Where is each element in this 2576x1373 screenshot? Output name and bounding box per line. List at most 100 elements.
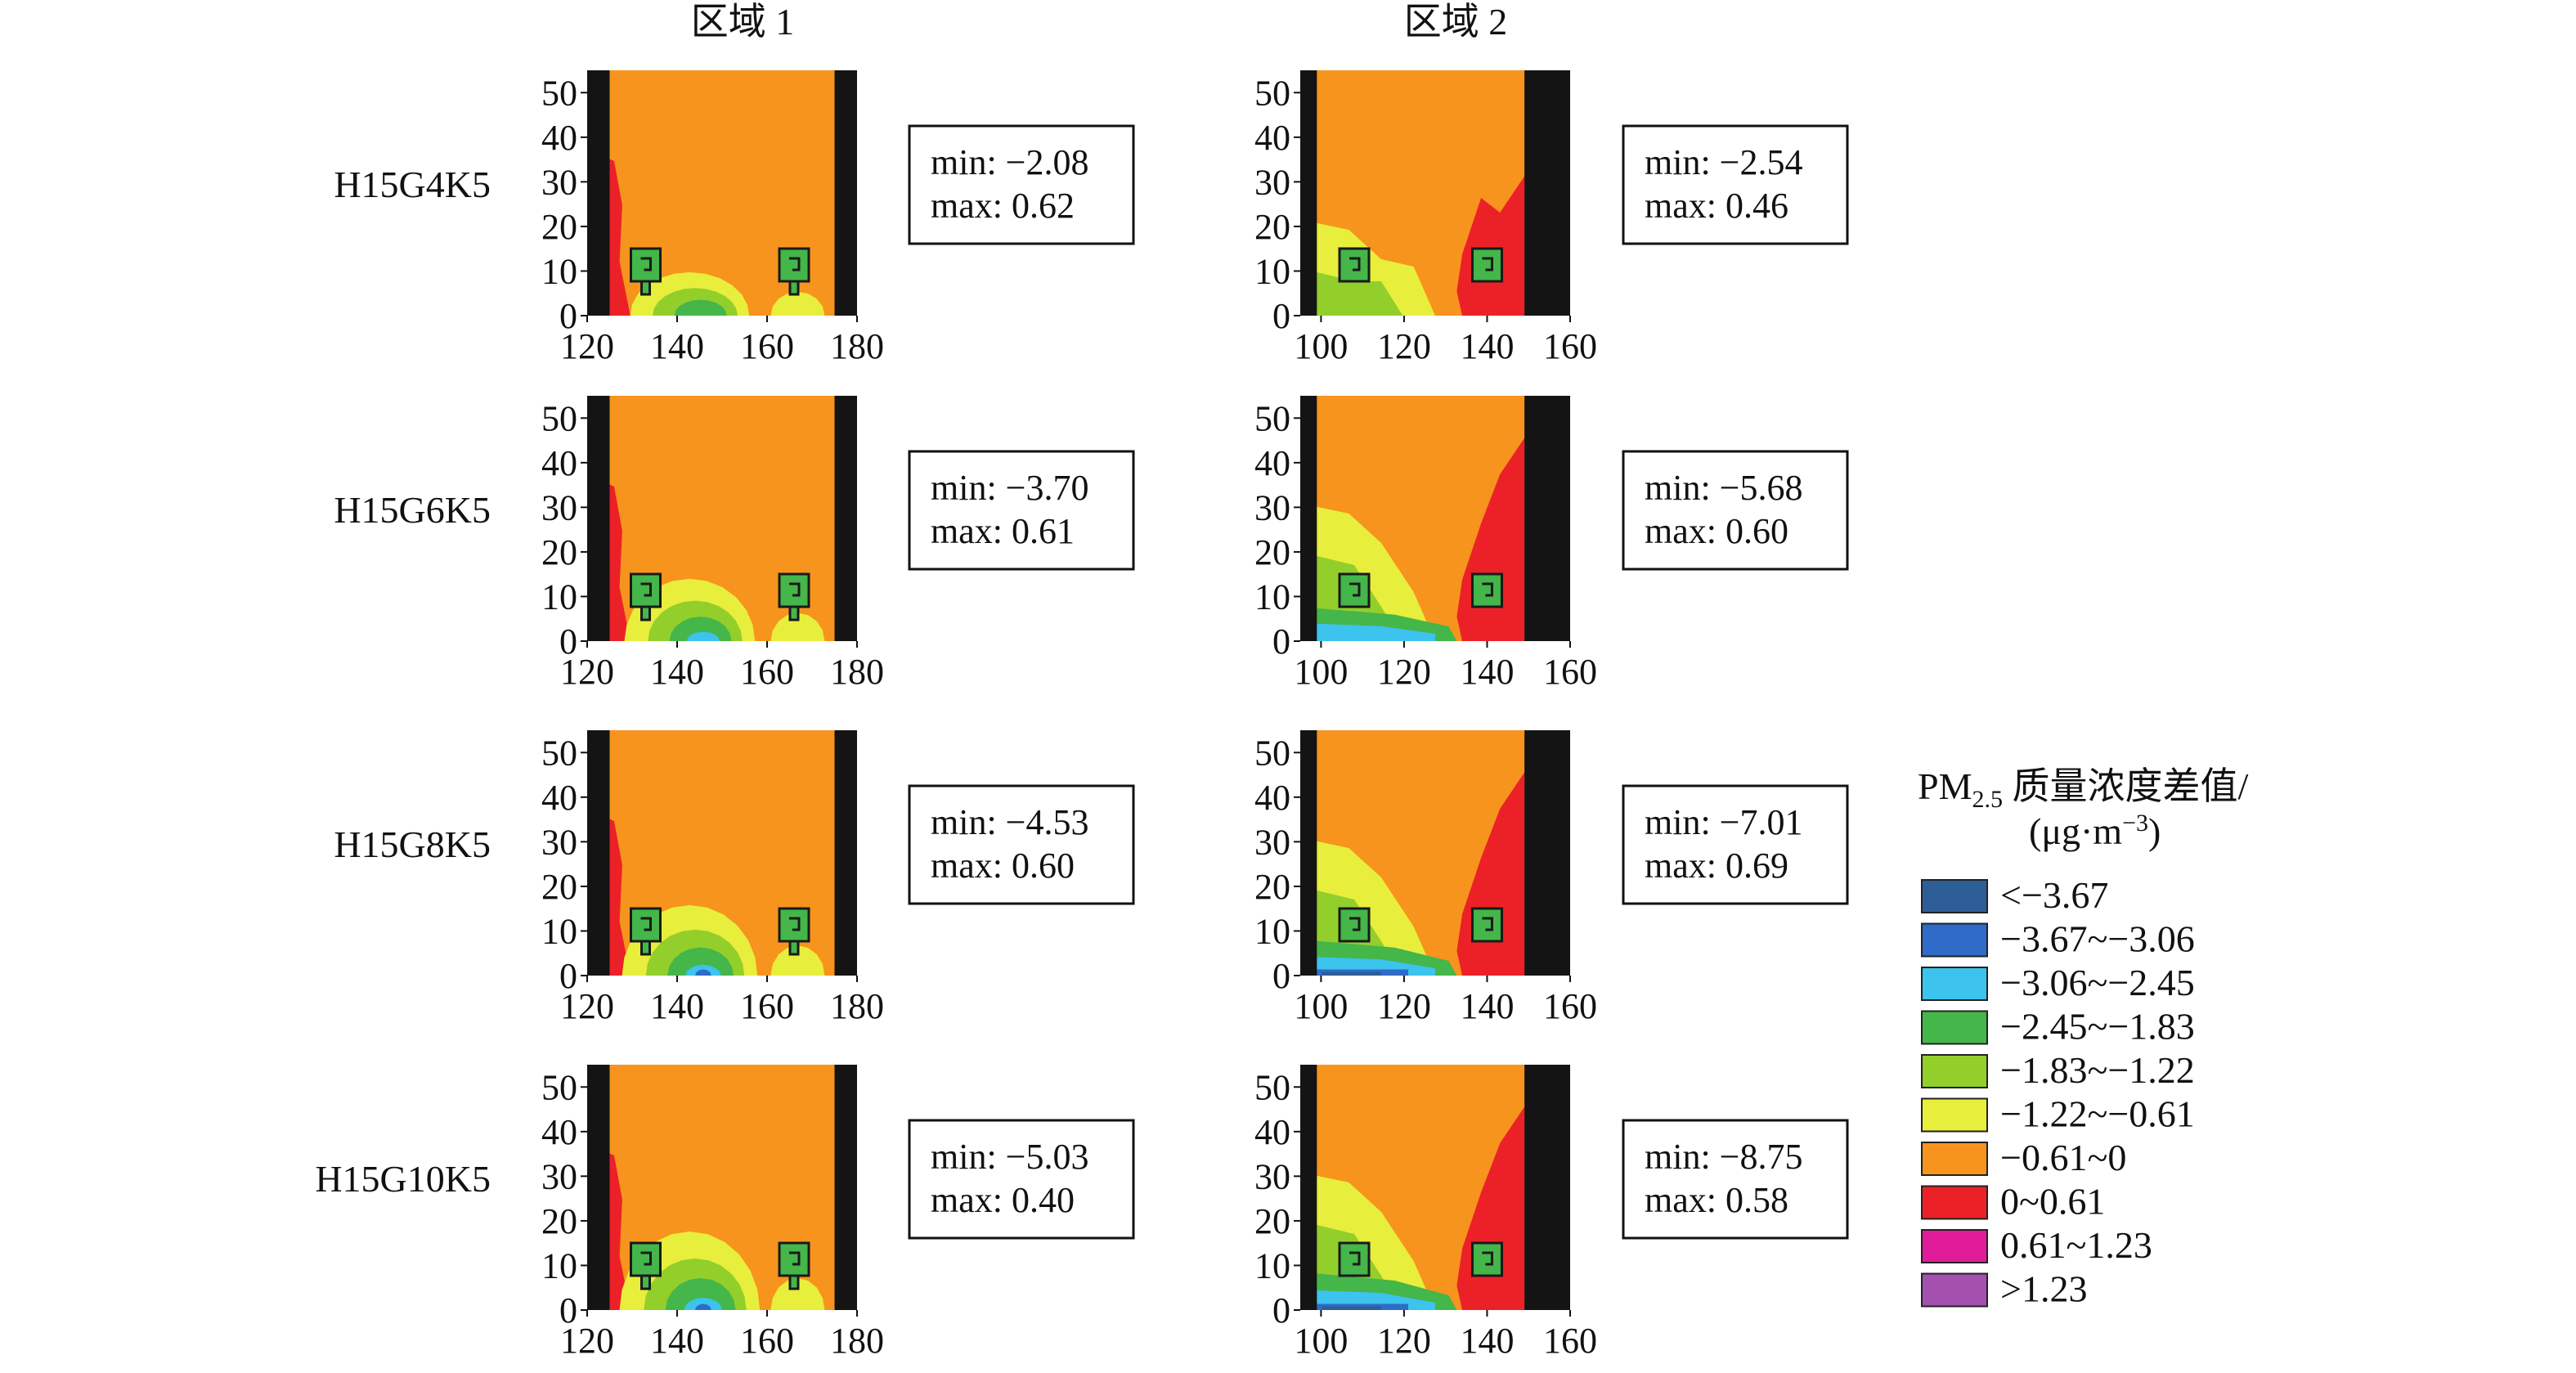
y-tick-label: 10 (541, 911, 577, 951)
x-tick-label: 180 (830, 326, 884, 366)
legend-swatch (1921, 879, 1988, 913)
tree-mark (1482, 582, 1493, 597)
legend-item: −3.06~−2.45 (1921, 962, 2195, 1003)
tree-trunk (640, 280, 651, 296)
x-tick-label: 160 (740, 986, 794, 1026)
region-neg-367 (1322, 1306, 1381, 1310)
x-tick-label: 180 (830, 1321, 884, 1361)
heatmap-field (587, 70, 857, 316)
y-tick-label: 30 (541, 1156, 577, 1196)
column-title: 区域 1 (691, 1, 795, 43)
x-tick-label: 100 (1294, 652, 1348, 692)
region-neg-245 (1316, 623, 1435, 641)
x-tick-label: 160 (740, 326, 794, 366)
tree-trunk (640, 940, 651, 956)
row-label: H15G4K5 (334, 164, 491, 205)
tree-crown (630, 907, 662, 943)
tree-mark (1349, 1251, 1361, 1266)
tree-crown (630, 1241, 662, 1277)
building-wall-right (1524, 1065, 1570, 1310)
legend-swatch (1921, 1142, 1988, 1176)
legend-swatch (1921, 1272, 1988, 1308)
region-neg-306 (695, 1303, 711, 1310)
x-tick-label: 120 (1377, 652, 1431, 692)
legend-label: −1.83~−1.22 (2000, 1049, 2195, 1091)
legend-item: −2.45~−1.83 (1921, 1006, 2195, 1048)
tree-mark (789, 582, 801, 597)
tree-mark (1349, 257, 1361, 271)
y-tick-label: 20 (541, 532, 577, 572)
tree-icon (778, 1241, 810, 1290)
tree-icon (630, 907, 662, 956)
y-tick-label: 0 (559, 1290, 577, 1330)
y-tick-label: 40 (1254, 778, 1290, 818)
tree-trunk (640, 1274, 651, 1290)
building-wall-left (1300, 70, 1317, 316)
tree-crown (778, 907, 810, 943)
tree-icon (1470, 907, 1503, 943)
y-tick-label: 30 (1254, 822, 1290, 862)
y-tick-label: 50 (541, 1067, 577, 1107)
legend-item: −0.61~0 (1921, 1137, 2126, 1178)
y-tick-label: 40 (541, 1112, 577, 1152)
building-wall-right (834, 70, 857, 316)
legend-swatch (1921, 1054, 1988, 1088)
y-tick-label: 0 (559, 621, 577, 662)
y-tick-label: 40 (541, 443, 577, 483)
y-tick-label: 0 (1272, 956, 1290, 996)
tree-mark (1349, 582, 1361, 597)
tree-crown (1470, 907, 1503, 943)
tree-mark (789, 1251, 801, 1266)
tree-mark (640, 917, 652, 931)
y-tick-label: 30 (541, 822, 577, 862)
legend-label: −1.22~−0.61 (2000, 1093, 2195, 1135)
x-tick-label: 160 (740, 652, 794, 692)
max-value-label: max: 0.62 (931, 186, 1075, 226)
y-tick-label: 50 (1254, 398, 1290, 438)
tree-crown (1470, 1241, 1503, 1277)
tree-icon (1470, 572, 1503, 608)
tree-icon (1338, 572, 1371, 608)
y-tick-label: 40 (1254, 443, 1290, 483)
tree-icon (1338, 907, 1371, 943)
legend-unit-part: ) (2148, 810, 2161, 852)
building-wall-right (834, 730, 857, 976)
tree-crown (1470, 572, 1503, 608)
y-tick-label: 30 (1254, 487, 1290, 527)
legend-item: −3.67~−3.06 (1921, 918, 2195, 960)
x-tick-label: 140 (650, 326, 704, 366)
tree-trunk (788, 280, 800, 296)
legend-swatch (1921, 1010, 1988, 1045)
tree-icon (1470, 247, 1503, 283)
tree-crown (630, 572, 662, 608)
tree-icon (630, 572, 662, 621)
y-tick-label: 0 (559, 956, 577, 996)
y-tick-label: 10 (541, 251, 577, 291)
legend-swatch (1921, 1097, 1988, 1133)
tree-trunk (788, 605, 800, 621)
legend-title-part: 2.5 (1972, 786, 2003, 813)
legend-swatch (1921, 1229, 1988, 1263)
min-value-label: min: −4.53 (931, 802, 1089, 842)
y-tick-label: 40 (541, 778, 577, 818)
y-tick-label: 30 (541, 162, 577, 202)
region-neg-306 (695, 969, 711, 976)
y-tick-label: 20 (1254, 532, 1290, 572)
max-value-label: max: 0.60 (931, 846, 1075, 886)
minmax-box (908, 1119, 1135, 1240)
max-value-label: max: 0.60 (1645, 511, 1788, 551)
y-tick-label: 10 (1254, 911, 1290, 951)
x-tick-label: 120 (1377, 326, 1431, 366)
tree-icon (778, 572, 810, 621)
tree-crown (1338, 247, 1371, 283)
region-neg-061-right (770, 291, 825, 316)
legend-swatch (1921, 922, 1988, 958)
region-neg-245 (686, 631, 720, 641)
tree-icon (1470, 1241, 1503, 1277)
legend-label: −0.61~0 (2000, 1137, 2126, 1178)
legend-unit: (μg·m−3) (2029, 810, 2161, 852)
